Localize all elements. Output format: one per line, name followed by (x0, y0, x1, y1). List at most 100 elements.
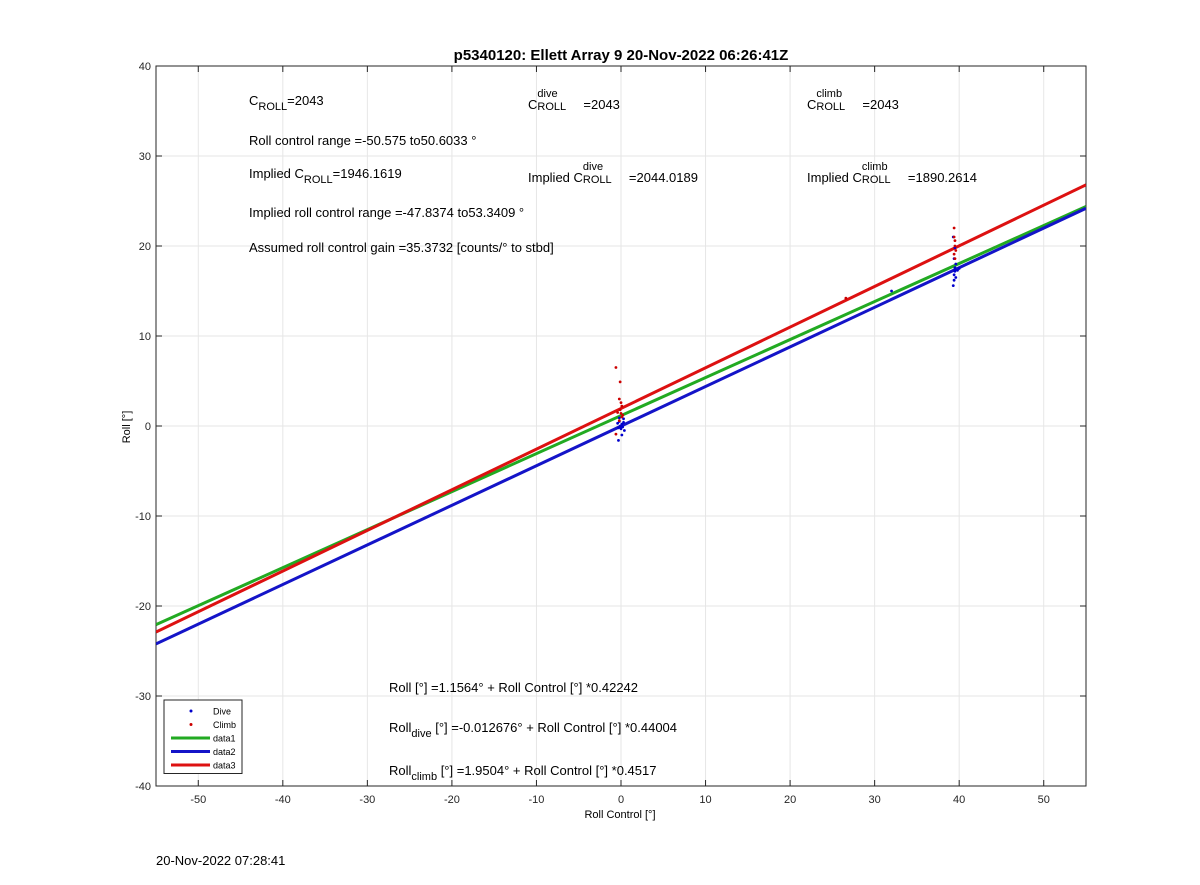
climb-point (952, 252, 956, 256)
y-tick-label: 10 (139, 331, 151, 343)
dive-point (622, 417, 625, 421)
climb-point (844, 296, 848, 300)
dive-point (616, 421, 620, 425)
fit-climb-subscript: climb (411, 771, 438, 783)
dive-point (617, 426, 620, 430)
fit-dive-rest: [°] =-0.012676° + Roll Control [°] *0.44… (431, 720, 678, 735)
roll-control-range: Roll control range =-50.575 to50.6033 ° (249, 133, 477, 148)
dive-point (622, 429, 626, 432)
y-tick-label: 40 (139, 61, 151, 73)
climb-point (614, 366, 618, 369)
c-roll-climb-superscript: climb (816, 88, 843, 100)
dive-point (619, 427, 623, 431)
climb-point (619, 401, 623, 404)
implied-c-roll-climb-subscript: ROLL (861, 174, 891, 186)
dive-point (953, 268, 957, 271)
legend-label-data3: data3 (213, 761, 236, 771)
climb-point (953, 257, 957, 260)
legend-marker-dive (189, 709, 193, 713)
y-tick-label: -20 (135, 601, 151, 613)
y-tick-label: -40 (135, 781, 151, 793)
climb-point (617, 397, 621, 401)
legend-label-data1: data1 (213, 734, 236, 744)
c-roll-dive-value: =2043 (583, 97, 620, 112)
x-tick-label: -30 (359, 794, 375, 806)
chart-title: p5340120: Ellett Array 9 20-Nov-2022 06:… (453, 47, 789, 64)
climb-point (618, 408, 622, 412)
dive-point (952, 278, 956, 282)
y-tick-label: -10 (135, 511, 151, 523)
dive-point (890, 289, 893, 293)
x-tick-label: 20 (784, 794, 796, 806)
implied-c-roll-dive-subscript: ROLL (582, 174, 612, 186)
c-roll-dive-superscript: dive (537, 88, 558, 100)
implied-c-roll-subscript: ROLL (303, 174, 333, 186)
x-tick-label: -10 (529, 794, 545, 806)
implied-c-roll-dive-value: =2044.0189 (628, 170, 698, 185)
dive-point (954, 262, 958, 266)
fit-climb-rest: [°] =1.9504° + Roll Control [°] *0.4517 (437, 763, 657, 778)
implied-range: Implied roll control range =-47.8374 to5… (249, 205, 525, 220)
c-roll-subscript: ROLL (258, 101, 288, 113)
fit-climb-equation: Rollclimb [°] =1.9504° + Roll Control [°… (389, 763, 657, 783)
fit-line-data3 (156, 183, 1086, 634)
fit-dive-equation: Rolldive [°] =-0.012676° + Roll Control … (389, 720, 678, 740)
c-roll-letter: C (249, 93, 259, 108)
implied-c-roll-climb-superscript: climb (861, 161, 888, 173)
print-timestamp: 20-Nov-2022 07:28:41 (156, 853, 286, 868)
dive-point (621, 425, 625, 429)
x-tick-label: -50 (190, 794, 206, 806)
x-tick-label: 40 (953, 794, 965, 806)
y-tick-label: 0 (145, 421, 151, 433)
legend-label-data2: data2 (213, 747, 236, 757)
y-axis-label: Roll [°] (121, 411, 133, 444)
dive-point (957, 267, 961, 270)
x-axis-label: Roll Control [°] (584, 809, 655, 821)
c-roll-dive-subscript: ROLL (537, 101, 567, 113)
implied-c-roll-dive-prefix: Implied C (528, 170, 583, 185)
climb-point (621, 413, 625, 417)
fit-dive-prefix: Roll (389, 720, 412, 735)
dive-point (952, 273, 956, 277)
climb-point (953, 244, 957, 248)
legend-label-climb: Climb (213, 720, 236, 730)
x-tick-label: -40 (275, 794, 291, 806)
implied-c-roll-prefix: Implied C (249, 166, 304, 181)
fit-dive-subscript: dive (411, 728, 432, 740)
x-tick-label: 50 (1038, 794, 1050, 806)
dive-point (617, 416, 621, 420)
implied-c-roll-value: =1946.1619 (332, 166, 402, 181)
x-tick-label: 10 (699, 794, 711, 806)
climb-point (952, 226, 956, 230)
x-tick-label: 0 (618, 794, 624, 806)
climb-point (619, 412, 623, 415)
x-tick-label: 30 (869, 794, 881, 806)
climb-point (616, 411, 620, 414)
y-tick-label: -30 (135, 691, 151, 703)
c-roll-annotation: CROLL=2043 (249, 93, 324, 113)
climb-point (952, 235, 956, 239)
dive-point (617, 439, 620, 442)
fit-line-data1 (156, 205, 1086, 627)
legend-label-dive: Dive (213, 707, 231, 717)
y-tick-labels: -40 -30 -20 -10 0 10 20 30 40 (135, 61, 151, 793)
climb-point (618, 380, 622, 384)
y-tick-label: 20 (139, 241, 151, 253)
data-points (614, 226, 961, 442)
climb-point (620, 404, 624, 408)
dive-point (620, 422, 624, 426)
y-tick-label: 30 (139, 151, 151, 163)
x-tick-labels: -50 -40 -30 -20 -10 0 10 20 30 40 50 (190, 794, 1050, 806)
axes-frame (155, 65, 1087, 787)
fit-climb-prefix: Roll (389, 763, 412, 778)
dive-point (954, 276, 958, 279)
climb-point (954, 249, 958, 252)
climb-point (614, 432, 618, 436)
c-roll-climb-subscript: ROLL (816, 101, 846, 113)
dive-point (956, 268, 959, 272)
